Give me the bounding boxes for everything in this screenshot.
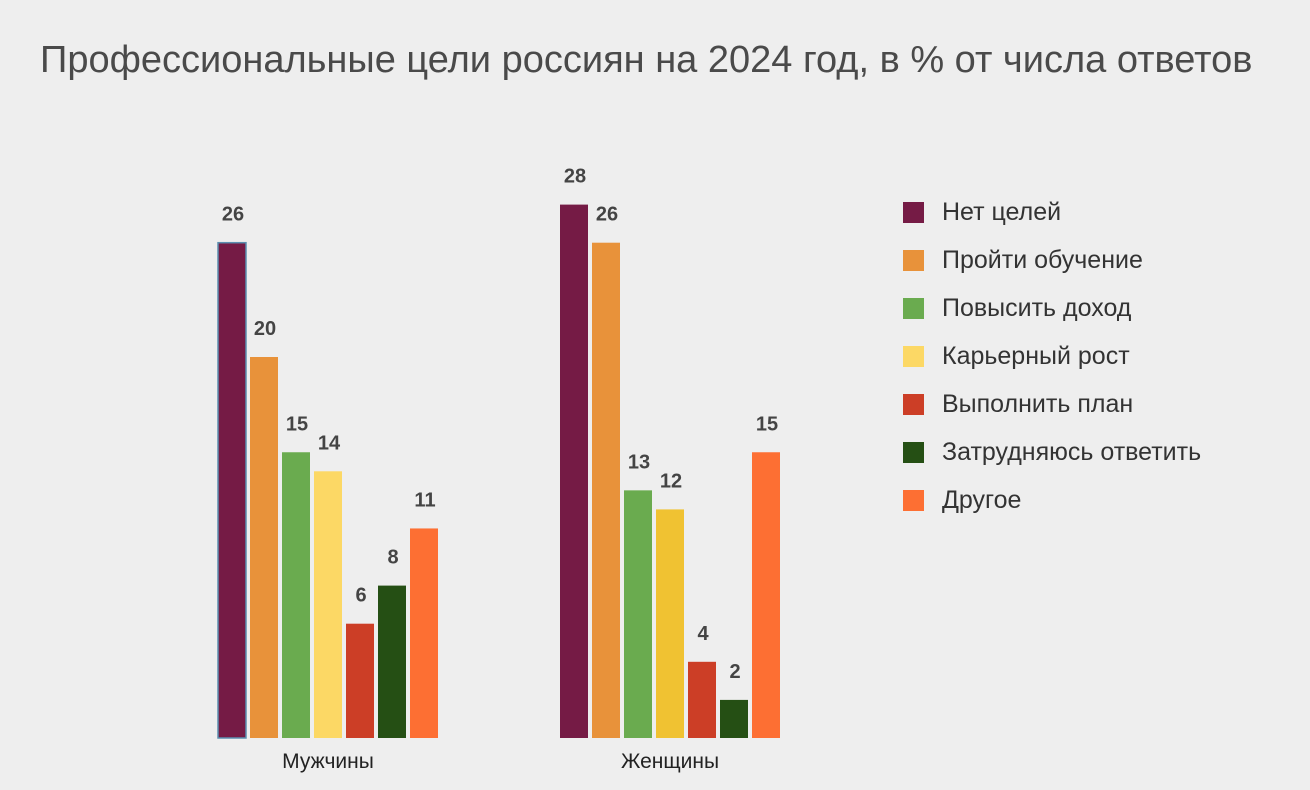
bar bbox=[720, 699, 748, 738]
legend-label: Карьерный рост bbox=[942, 341, 1130, 370]
bar bbox=[314, 471, 342, 738]
bar-value-label: 13 bbox=[628, 451, 650, 473]
bar bbox=[410, 528, 438, 738]
bar bbox=[688, 661, 716, 738]
legend-swatch bbox=[903, 249, 924, 271]
legend-swatch bbox=[903, 345, 924, 367]
bar bbox=[250, 357, 278, 738]
legend-item: Затрудняюсь ответить bbox=[903, 428, 1201, 476]
legend-item: Повысить доход bbox=[903, 284, 1201, 332]
legend-label: Пройти обучение bbox=[942, 245, 1143, 274]
legend-label: Нет целей bbox=[942, 197, 1062, 226]
bar bbox=[752, 452, 780, 738]
chart-legend: Нет целей Пройти обучение Повысить доход Ка… bbox=[903, 188, 1201, 524]
bar bbox=[592, 242, 620, 738]
bar-value-label: 2 bbox=[729, 661, 740, 683]
legend-item: Другое bbox=[903, 476, 1201, 524]
category-label: Мужчины bbox=[282, 750, 374, 773]
bar bbox=[282, 452, 310, 738]
bar-value-label: 11 bbox=[414, 489, 435, 511]
category-label: Женщины bbox=[621, 750, 719, 773]
bar-value-label: 8 bbox=[387, 547, 398, 569]
legend-item: Нет целей bbox=[903, 188, 1201, 236]
bar bbox=[346, 623, 374, 738]
legend-swatch bbox=[903, 393, 924, 415]
bar-value-label: 6 bbox=[355, 585, 366, 607]
bar bbox=[560, 204, 588, 739]
bar-value-label: 12 bbox=[660, 470, 682, 492]
bar-value-label: 28 bbox=[564, 166, 586, 188]
bar-value-label: 15 bbox=[756, 413, 778, 435]
legend-swatch bbox=[903, 489, 924, 511]
bar bbox=[378, 585, 406, 738]
legend-swatch bbox=[903, 441, 924, 463]
legend-label: Повысить доход bbox=[942, 293, 1132, 322]
legend-swatch bbox=[903, 201, 924, 223]
bar-value-label: 26 bbox=[222, 204, 244, 226]
legend-swatch bbox=[903, 297, 924, 319]
legend-item: Пройти обучение bbox=[903, 236, 1201, 284]
bar bbox=[624, 490, 652, 738]
legend-label: Выполнить план bbox=[942, 389, 1134, 418]
bar-value-label: 26 bbox=[596, 204, 618, 226]
bar-value-label: 14 bbox=[318, 432, 341, 454]
legend-item: Выполнить план bbox=[903, 380, 1201, 428]
chart-title: Профессиональные цели россиян на 2024 го… bbox=[40, 39, 1253, 81]
legend-label: Затрудняюсь ответить bbox=[942, 437, 1202, 466]
bar-value-label: 4 bbox=[697, 623, 709, 645]
bar bbox=[217, 241, 247, 739]
bar-value-label: 15 bbox=[286, 413, 308, 435]
legend-item: Карьерный рост bbox=[903, 332, 1201, 380]
bar-value-label: 20 bbox=[254, 318, 276, 340]
legend-label: Другое bbox=[942, 485, 1022, 514]
bar bbox=[656, 509, 684, 738]
